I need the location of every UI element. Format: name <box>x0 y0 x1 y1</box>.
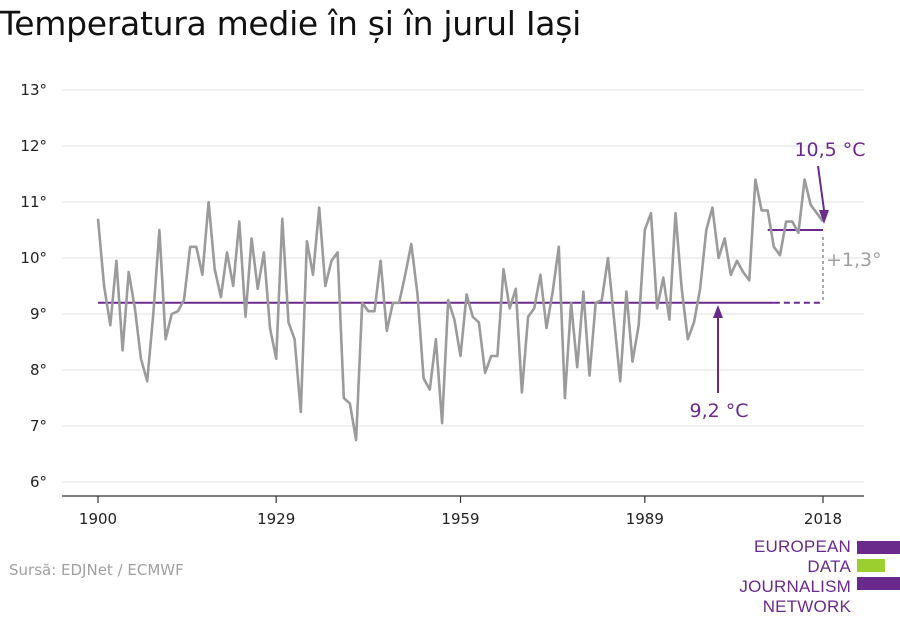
line-chart: 6° 7° 8° 9° 10° 11° 12° 13° 1900 1929 1959 1989 201… <box>20 81 881 528</box>
y-tick-label: 13° <box>20 81 47 99</box>
edjnet-logo: EUROPEAN DATA JOURNALISM NETWORK <box>700 537 900 616</box>
y-tick-label: 7° <box>30 417 47 435</box>
x-tick-label: 1959 <box>441 510 479 528</box>
y-tick-label: 10° <box>20 249 47 267</box>
y-tick-label: 9° <box>30 305 47 323</box>
x-axis: 1900 1929 1959 1989 2018 <box>62 495 864 528</box>
logo-bar-top <box>857 541 900 554</box>
logo-bar-bottom <box>857 577 900 590</box>
x-tick-label: 1929 <box>257 510 295 528</box>
y-axis-ticks: 6° 7° 8° 9° 10° 11° 12° 13° <box>20 81 47 491</box>
recent-arrow-head <box>819 210 829 224</box>
recent-label: 10,5 °C <box>794 139 865 161</box>
temperature-series-line <box>96 178 825 442</box>
y-tick-label: 8° <box>30 361 47 379</box>
x-tick-label: 1989 <box>626 510 664 528</box>
x-tick-label: 1900 <box>79 510 117 528</box>
reference-lines <box>98 229 824 304</box>
baseline-label: 9,2 °C <box>689 400 748 422</box>
source-note: Sursă: EDJNet / ECMWF <box>9 561 184 579</box>
series-layer <box>96 178 825 442</box>
y-tick-label: 12° <box>20 137 47 155</box>
gridlines <box>62 89 864 483</box>
logo-line-3: NETWORK <box>762 597 851 616</box>
y-tick-label: 6° <box>30 473 47 491</box>
y-tick-label: 11° <box>20 193 47 211</box>
logo-text: EUROPEAN DATA JOURNALISM NETWORK <box>700 537 851 617</box>
recent-arrow-shaft <box>817 165 825 211</box>
chart-title: Temperatura medie în și în jurul Iași <box>0 4 581 43</box>
logo-line-1: EUROPEAN <box>753 537 851 556</box>
annotations: 9,2 °C 10,5 °C +1,3° <box>689 139 881 422</box>
logo-bar-middle <box>857 559 885 572</box>
logo-line-2: DATA JOURNALISM <box>739 557 851 596</box>
x-tick-label: 2018 <box>804 510 842 528</box>
difference-label: +1,3° <box>826 249 882 271</box>
baseline-arrow-head <box>713 305 723 318</box>
